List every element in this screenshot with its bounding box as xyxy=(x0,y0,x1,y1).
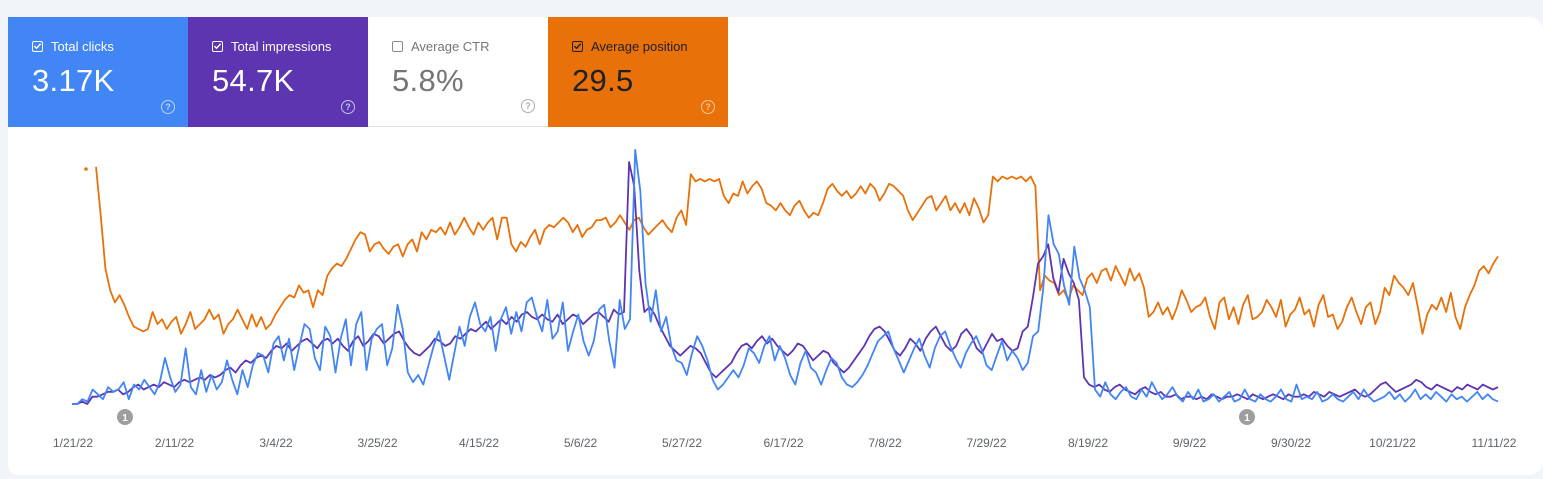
series-point-average-position xyxy=(84,167,88,171)
series-line-average-position xyxy=(95,166,1499,335)
metric-tile-total-impressions[interactable]: Total impressions 54.7K ? xyxy=(188,17,368,127)
x-axis-tick-label: 5/6/22 xyxy=(564,436,598,450)
annotation-marker[interactable]: 1 xyxy=(1239,409,1255,425)
x-axis-tick-label: 10/21/22 xyxy=(1369,436,1416,450)
x-axis-tick-label: 3/4/22 xyxy=(259,436,293,450)
help-icon[interactable]: ? xyxy=(701,100,715,114)
metric-header: Total clicks xyxy=(32,38,164,54)
metric-tile-average-position[interactable]: Average position 29.5 ? xyxy=(548,17,728,127)
metric-tile-average-ctr[interactable]: Average CTR 5.8% ? xyxy=(368,17,548,127)
svg-text:1: 1 xyxy=(122,413,128,424)
metric-header: Average CTR xyxy=(392,38,524,54)
metric-value: 54.7K xyxy=(212,63,295,98)
help-icon[interactable]: ? xyxy=(341,100,355,114)
x-axis-tick-label: 6/17/22 xyxy=(763,436,803,450)
metric-value: 29.5 xyxy=(572,63,634,98)
x-axis-tick-label: 3/25/22 xyxy=(357,436,397,450)
metric-label: Total clicks xyxy=(51,38,114,54)
metric-label: Total impressions xyxy=(231,38,332,54)
help-icon[interactable]: ? xyxy=(161,100,175,114)
help-icon[interactable]: ? xyxy=(521,99,535,113)
metric-value: 3.17K xyxy=(32,63,115,98)
series-line-total-clicks xyxy=(72,149,1499,405)
checkbox-checked-icon[interactable] xyxy=(572,40,583,52)
x-axis-tick-label: 2/11/22 xyxy=(155,436,194,450)
metric-label: Average CTR xyxy=(411,38,490,54)
metric-header: Average position xyxy=(572,38,704,54)
metric-header: Total impressions xyxy=(212,38,344,54)
x-axis-tick-label: 7/8/22 xyxy=(868,436,902,450)
x-axis-tick-label: 1/21/22 xyxy=(53,436,93,450)
metric-label: Average position xyxy=(591,38,688,54)
checkbox-checked-icon[interactable] xyxy=(212,40,223,52)
metric-value: 5.8% xyxy=(392,63,464,98)
annotation-marker[interactable]: 1 xyxy=(117,409,133,425)
x-axis-tick-label: 8/19/22 xyxy=(1068,436,1108,450)
x-axis-tick-label: 4/15/22 xyxy=(459,436,499,450)
x-axis-tick-label: 5/27/22 xyxy=(662,436,702,450)
x-axis-tick-label: 9/9/22 xyxy=(1173,436,1207,450)
metric-tiles: Total clicks 3.17K ? Total impressions 5… xyxy=(8,17,728,127)
series-line-total-impressions xyxy=(72,161,1499,405)
x-axis-tick-label: 11/11/22 xyxy=(1472,436,1517,450)
checkbox-unchecked-icon[interactable] xyxy=(392,40,403,52)
x-axis-tick-label: 7/29/22 xyxy=(966,436,1006,450)
x-axis-tick-label: 9/30/22 xyxy=(1271,436,1311,450)
checkbox-checked-icon[interactable] xyxy=(32,40,43,52)
svg-text:1: 1 xyxy=(1244,413,1250,424)
metric-tile-total-clicks[interactable]: Total clicks 3.17K ? xyxy=(8,17,188,127)
